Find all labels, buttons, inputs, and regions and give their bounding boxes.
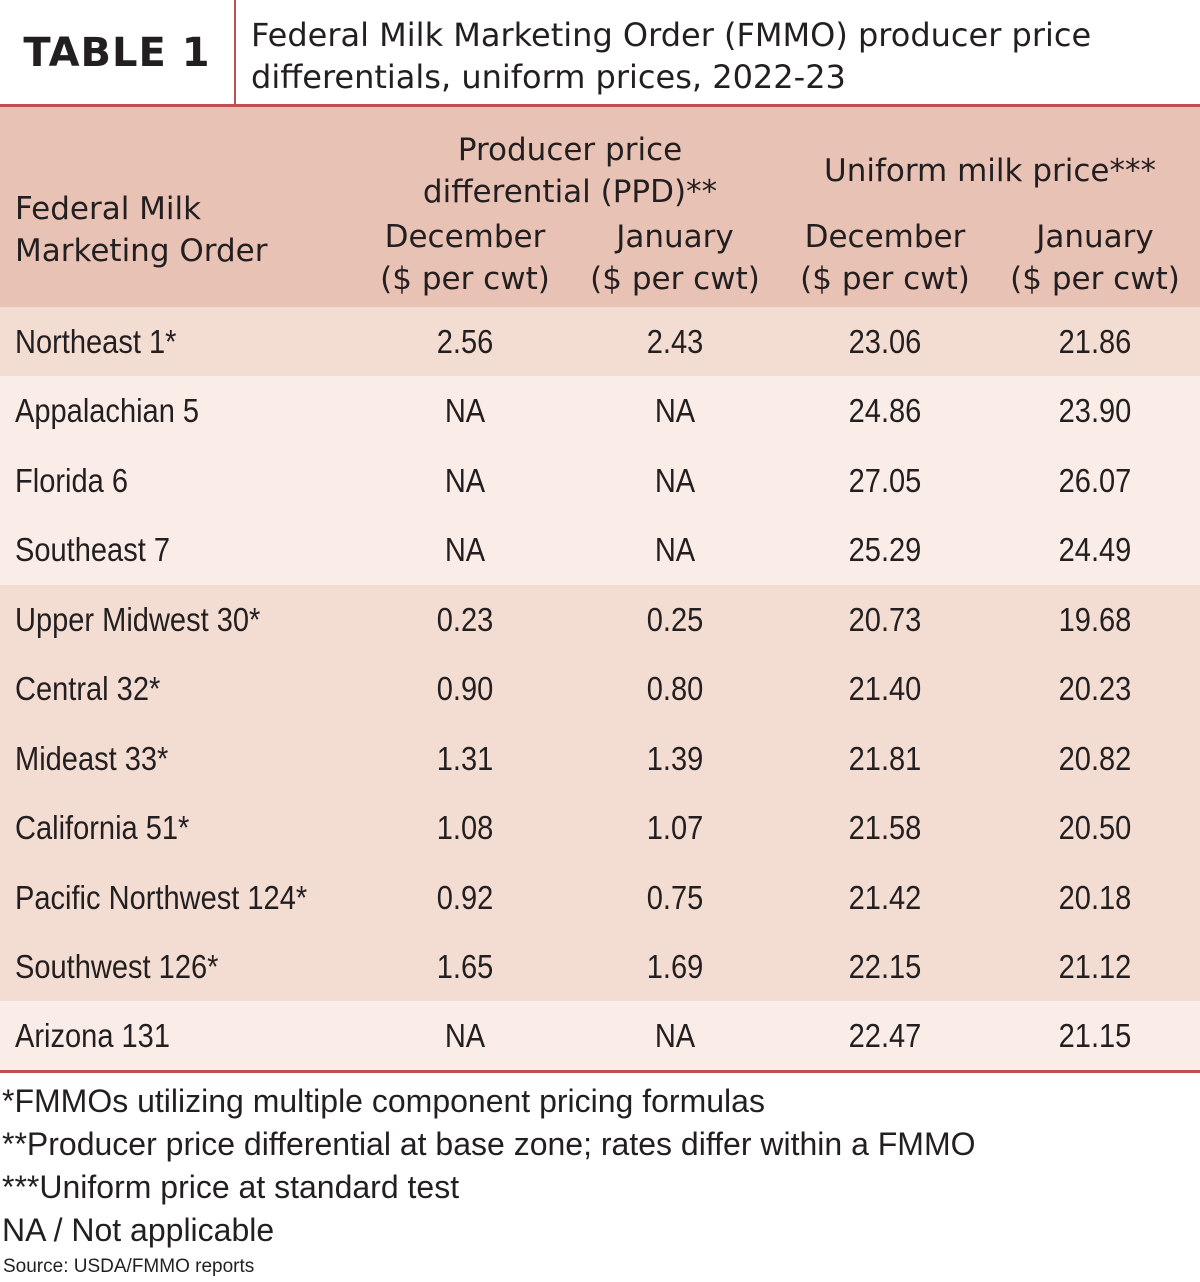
ppd-december: NA <box>444 1017 486 1054</box>
top-rule <box>0 104 1200 107</box>
uniform-january: 19.68 <box>1058 601 1132 638</box>
uniform-january: 26.07 <box>1058 462 1132 499</box>
ppd-december: 1.65 <box>436 948 494 985</box>
uniform-december: 22.47 <box>848 1017 922 1054</box>
uniform-december: 20.73 <box>848 601 922 638</box>
table-header-bar: TABLE 1 Federal Milk Marketing Order (FM… <box>0 0 1200 105</box>
ppd-january: 0.75 <box>646 879 704 916</box>
ppd-december: NA <box>444 462 486 499</box>
ppd-december: 0.90 <box>436 670 494 707</box>
table-label: TABLE 1 <box>23 29 211 76</box>
table-row: Southeast 7 NA NA 25.29 24.49 <box>0 515 1200 585</box>
ppd-january-header: January ($ per cwt) <box>575 216 775 300</box>
uniform-january: 20.18 <box>1058 879 1132 916</box>
table-title-line-1: Federal Milk Marketing Order (FMMO) prod… <box>251 16 1092 54</box>
order-header-line-1: Federal Milk <box>15 191 202 227</box>
header-month: December <box>384 219 546 255</box>
uniform-january: 21.86 <box>1058 323 1132 360</box>
ppd-january: NA <box>654 1017 696 1054</box>
uniform-december: 23.06 <box>848 323 922 360</box>
ppd-january: NA <box>654 462 696 499</box>
ppd-december: 1.31 <box>436 740 494 777</box>
uniform-january: 20.82 <box>1058 740 1132 777</box>
bottom-rule <box>0 1070 1200 1073</box>
table-title-line-2: differentials, uniform prices, 2022-23 <box>251 58 846 96</box>
footnote-mcp: *FMMOs utilizing multiple component pric… <box>2 1083 765 1119</box>
ppd-december: NA <box>444 392 486 429</box>
ppd-january: 1.69 <box>646 948 704 985</box>
order-name: Mideast 33* <box>15 740 169 777</box>
order-name: Florida 6 <box>15 462 128 499</box>
header-divider <box>234 0 236 105</box>
table-row: Florida 6 NA NA 27.05 26.07 <box>0 446 1200 516</box>
ppd-december: 1.08 <box>436 809 494 846</box>
order-name: Central 32* <box>15 670 161 707</box>
table-row: Southwest 126* 1.65 1.69 22.15 21.12 <box>0 932 1200 1002</box>
table-row: Northeast 1* 2.56 2.43 23.06 21.86 <box>0 307 1200 377</box>
uniform-january: 20.50 <box>1058 809 1132 846</box>
uniform-december: 21.58 <box>848 809 922 846</box>
uniform-december-header: December ($ per cwt) <box>785 216 985 300</box>
uniform-january: 20.23 <box>1058 670 1132 707</box>
uniform-december: 22.15 <box>848 948 922 985</box>
ppd-january: 1.07 <box>646 809 704 846</box>
order-header-line-2: Marketing Order <box>15 233 268 269</box>
ppd-january: 0.80 <box>646 670 704 707</box>
footnote-ppd: **Producer price differential at base zo… <box>2 1126 976 1162</box>
uniform-group-header: Uniform milk price*** <box>824 153 1156 189</box>
ppd-january: 1.39 <box>646 740 704 777</box>
order-name: Arizona 131 <box>15 1017 170 1054</box>
order-name: Southeast 7 <box>15 531 171 568</box>
header-month: January <box>1036 219 1154 255</box>
table-row: Upper Midwest 30* 0.23 0.25 20.73 19.68 <box>0 585 1200 655</box>
order-name: Southwest 126* <box>15 948 219 985</box>
table-row: Appalachian 5 NA NA 24.86 23.90 <box>0 376 1200 446</box>
header-unit: ($ per cwt) <box>590 261 760 297</box>
uniform-january: 24.49 <box>1058 531 1132 568</box>
header-unit: ($ per cwt) <box>1010 261 1180 297</box>
uniform-january: 21.15 <box>1058 1017 1132 1054</box>
ppd-january: NA <box>654 531 696 568</box>
order-column-header: Federal Milk Marketing Order <box>15 188 267 272</box>
uniform-december: 21.81 <box>848 740 922 777</box>
header-unit: ($ per cwt) <box>380 261 550 297</box>
ppd-december-header: December ($ per cwt) <box>365 216 565 300</box>
ppd-december: 2.56 <box>436 323 494 360</box>
ppd-december: 0.92 <box>436 879 494 916</box>
uniform-december: 24.86 <box>848 392 922 429</box>
order-name: Appalachian 5 <box>15 392 200 429</box>
uniform-january-header: January ($ per cwt) <box>995 216 1195 300</box>
uniform-january: 21.12 <box>1058 948 1132 985</box>
order-name: Upper Midwest 30* <box>15 601 261 638</box>
ppd-group-line-1: Producer price <box>457 132 683 168</box>
ppd-december: NA <box>444 531 486 568</box>
ppd-december: 0.23 <box>436 601 494 638</box>
ppd-group-line-2: differential (PPD)** <box>422 174 718 210</box>
order-name: California 51* <box>15 809 190 846</box>
ppd-january: 0.25 <box>646 601 704 638</box>
ppd-january: NA <box>654 392 696 429</box>
uniform-december: 21.40 <box>848 670 922 707</box>
order-name: Pacific Northwest 124* <box>15 879 308 916</box>
table-row: Mideast 33* 1.31 1.39 21.81 20.82 <box>0 724 1200 794</box>
ppd-january: 2.43 <box>646 323 704 360</box>
table-row: Central 32* 0.90 0.80 21.40 20.23 <box>0 654 1200 724</box>
ppd-group-header: Producer price differential (PPD)** <box>360 129 780 213</box>
table-title: Federal Milk Marketing Order (FMMO) prod… <box>251 14 1181 98</box>
header-month: January <box>616 219 734 255</box>
uniform-december: 27.05 <box>848 462 922 499</box>
table-row: Arizona 131 NA NA 22.47 21.15 <box>0 1001 1200 1071</box>
uniform-december: 21.42 <box>848 879 922 916</box>
order-name: Northeast 1* <box>15 323 177 360</box>
footnote-na: NA / Not applicable <box>2 1212 275 1248</box>
source-note: Source: USDA/FMMO reports <box>3 1256 255 1277</box>
uniform-january: 23.90 <box>1058 392 1132 429</box>
header-month: December <box>804 219 966 255</box>
table-row: California 51* 1.08 1.07 21.58 20.50 <box>0 793 1200 863</box>
uniform-december: 25.29 <box>848 531 922 568</box>
column-header-block: Federal Milk Marketing Order Producer pr… <box>0 107 1200 307</box>
table-row: Pacific Northwest 124* 0.92 0.75 21.42 2… <box>0 863 1200 933</box>
footnote-uniform: ***Uniform price at standard test <box>2 1169 460 1205</box>
header-unit: ($ per cwt) <box>800 261 970 297</box>
